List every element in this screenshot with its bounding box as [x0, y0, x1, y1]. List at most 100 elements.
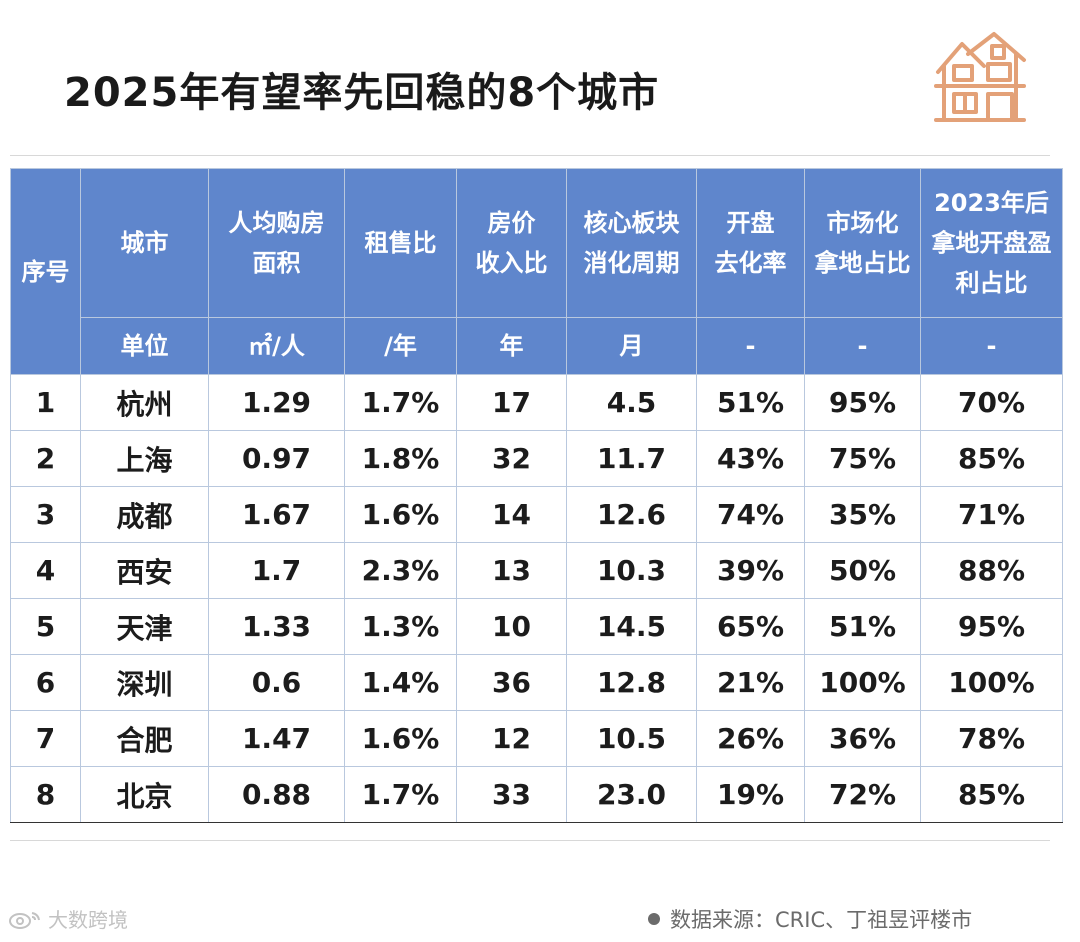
table-row: 3 成都 1.67 1.6% 14 12.6 74% 35% 71% — [10, 486, 1063, 543]
table-row: 6 深圳 0.6 1.4% 36 12.8 21% 100% 100% — [10, 654, 1063, 711]
header-rent-ratio: 租售比 — [344, 168, 457, 318]
city-table: 序号 城市 人均购房 面积 租售比 房价 收入比 核心板块 消化周期 开盘 去化率 市场… — [10, 168, 1063, 823]
cell-market-land: 75% — [804, 430, 921, 487]
cell-city: 杭州 — [80, 374, 209, 431]
cell-rent-ratio: 1.3% — [344, 598, 457, 655]
watermark-text: 大数跨境 — [48, 908, 128, 932]
cell-sell-through: 74% — [696, 486, 805, 543]
cell-city: 天津 — [80, 598, 209, 655]
cell-sell-through: 21% — [696, 654, 805, 711]
cell-price-income: 36 — [456, 654, 567, 711]
cell-index: 4 — [10, 542, 81, 599]
cell-profit-share: 70% — [920, 374, 1063, 431]
unit-area: ㎡/人 — [208, 317, 345, 375]
table-row: 4 西安 1.7 2.3% 13 10.3 39% 50% 88% — [10, 542, 1063, 599]
cell-index: 5 — [10, 598, 81, 655]
header-price-income: 房价 收入比 — [456, 168, 567, 318]
unit-label: 单位 — [80, 317, 209, 375]
cell-market-land: 95% — [804, 374, 921, 431]
header-area: 人均购房 面积 — [208, 168, 345, 318]
header-market-land: 市场化 拿地占比 — [804, 168, 921, 318]
header-sell-through: 开盘 去化率 — [696, 168, 805, 318]
cell-rent-ratio: 2.3% — [344, 542, 457, 599]
cell-sell-through: 26% — [696, 710, 805, 767]
cell-rent-ratio: 1.7% — [344, 766, 457, 823]
cell-profit-share: 78% — [920, 710, 1063, 767]
bullet-dot-icon — [648, 913, 660, 925]
cell-sell-through: 19% — [696, 766, 805, 823]
unit-sell-through: - — [696, 317, 805, 375]
unit-digestion-cycle: 月 — [566, 317, 697, 375]
table-row: 2 上海 0.97 1.8% 32 11.7 43% 75% 85% — [10, 430, 1063, 487]
cell-price-income: 32 — [456, 430, 567, 487]
cell-area: 1.33 — [208, 598, 345, 655]
cell-sell-through: 39% — [696, 542, 805, 599]
cell-market-land: 100% — [804, 654, 921, 711]
header-profit-share: 2023年后 拿地开盘盈 利占比 — [920, 168, 1063, 318]
cell-sell-through: 65% — [696, 598, 805, 655]
cell-area: 0.88 — [208, 766, 345, 823]
cell-profit-share: 95% — [920, 598, 1063, 655]
cell-market-land: 35% — [804, 486, 921, 543]
cell-price-income: 14 — [456, 486, 567, 543]
cell-price-income: 33 — [456, 766, 567, 823]
cell-city: 成都 — [80, 486, 209, 543]
cell-digestion-cycle: 10.3 — [566, 542, 697, 599]
header-city: 城市 — [80, 168, 209, 318]
cell-rent-ratio: 1.7% — [344, 374, 457, 431]
cell-city: 合肥 — [80, 710, 209, 767]
unit-rent-ratio: /年 — [344, 317, 457, 375]
cell-digestion-cycle: 4.5 — [566, 374, 697, 431]
header-index: 序号 — [10, 168, 81, 375]
cell-index: 7 — [10, 710, 81, 767]
unit-row: 单位 ㎡/人 /年 年 月 - - - — [11, 317, 1063, 375]
table-row: 8 北京 0.88 1.7% 33 23.0 19% 72% 85% — [10, 766, 1063, 823]
cell-index: 6 — [10, 654, 81, 711]
bottom-divider — [10, 840, 1050, 841]
table-row: 1 杭州 1.29 1.7% 17 4.5 51% 95% 70% — [10, 374, 1063, 431]
cell-area: 1.7 — [208, 542, 345, 599]
cell-market-land: 72% — [804, 766, 921, 823]
cell-area: 0.97 — [208, 430, 345, 487]
cell-area: 1.67 — [208, 486, 345, 543]
cell-rent-ratio: 1.4% — [344, 654, 457, 711]
unit-profit-share: - — [920, 317, 1063, 375]
table-row: 7 合肥 1.47 1.6% 12 10.5 26% 36% 78% — [10, 710, 1063, 767]
cell-market-land: 50% — [804, 542, 921, 599]
cell-area: 0.6 — [208, 654, 345, 711]
cell-sell-through: 43% — [696, 430, 805, 487]
cell-city: 北京 — [80, 766, 209, 823]
cell-price-income: 12 — [456, 710, 567, 767]
page-title: 2025年有望率先回稳的8个城市 — [64, 70, 660, 116]
cell-market-land: 51% — [804, 598, 921, 655]
source-note: 数据来源：CRIC、丁祖昱评楼市 — [648, 904, 972, 934]
cell-rent-ratio: 1.6% — [344, 710, 457, 767]
header-row: 序号 城市 人均购房 面积 租售比 房价 收入比 核心板块 消化周期 开盘 去化率 市场… — [10, 168, 1063, 375]
cell-digestion-cycle: 14.5 — [566, 598, 697, 655]
cell-city: 深圳 — [80, 654, 209, 711]
cell-profit-share: 85% — [920, 766, 1063, 823]
cell-area: 1.47 — [208, 710, 345, 767]
cell-rent-ratio: 1.8% — [344, 430, 457, 487]
unit-price-income: 年 — [456, 317, 567, 375]
table-row: 5 天津 1.33 1.3% 10 14.5 65% 51% 95% — [10, 598, 1063, 655]
cell-index: 2 — [10, 430, 81, 487]
cell-city: 上海 — [80, 430, 209, 487]
cell-index: 1 — [10, 374, 81, 431]
house-icon — [934, 32, 1026, 122]
cell-area: 1.29 — [208, 374, 345, 431]
cell-rent-ratio: 1.6% — [344, 486, 457, 543]
cell-price-income: 13 — [456, 542, 567, 599]
source-text: 数据来源：CRIC、丁祖昱评楼市 — [670, 908, 973, 932]
cell-profit-share: 71% — [920, 486, 1063, 543]
cell-city: 西安 — [80, 542, 209, 599]
header-digestion-cycle: 核心板块 消化周期 — [566, 168, 697, 318]
cell-digestion-cycle: 12.6 — [566, 486, 697, 543]
cell-price-income: 17 — [456, 374, 567, 431]
cell-digestion-cycle: 23.0 — [566, 766, 697, 823]
cell-price-income: 10 — [456, 598, 567, 655]
unit-market-land: - — [804, 317, 921, 375]
cell-profit-share: 100% — [920, 654, 1063, 711]
weibo-logo-icon — [9, 911, 40, 929]
watermark: 大数跨境 — [8, 904, 128, 933]
